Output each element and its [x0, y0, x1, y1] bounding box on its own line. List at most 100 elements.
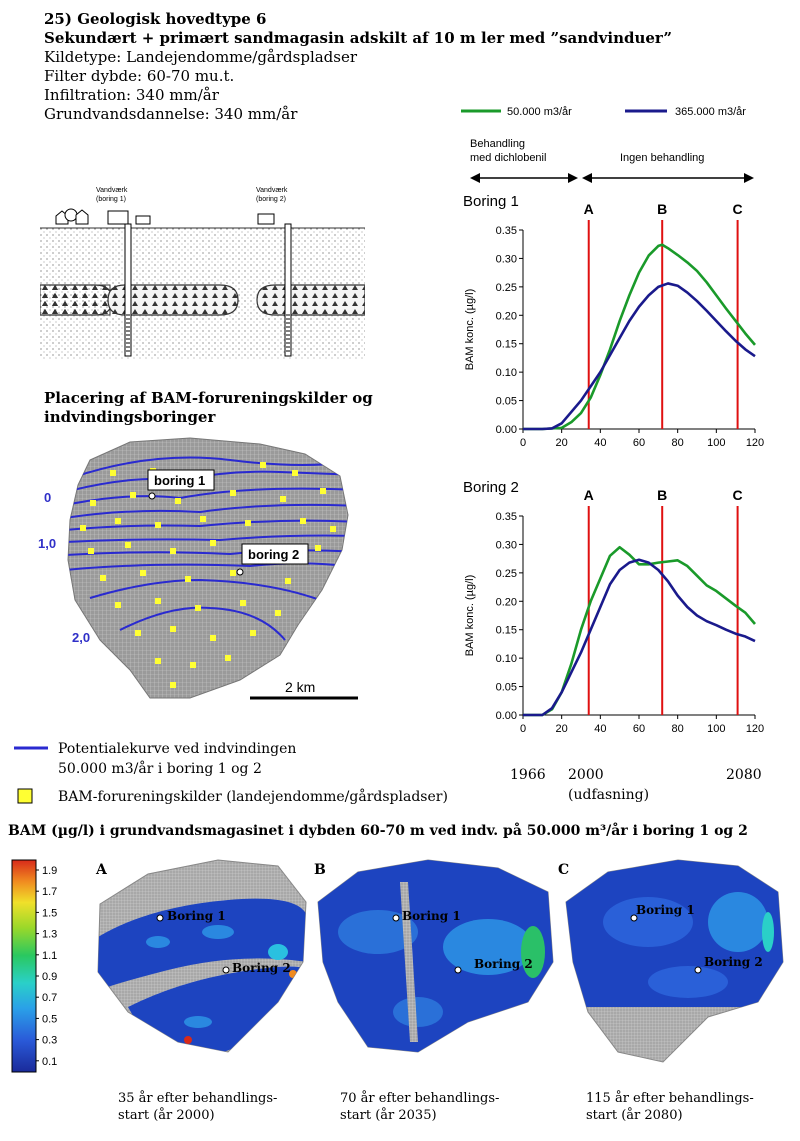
panel-c-boring2: Boring 2 [704, 955, 763, 969]
legend-square-label: BAM-forureningskilder (landejendomme/går… [58, 788, 448, 805]
timeline-1966: 1966 [510, 767, 546, 783]
series-line-1 [523, 282, 756, 431]
x-tick-label: 120 [746, 723, 764, 735]
legend-contour-label2: 50.000 m3/år i boring 1 og 2 [58, 760, 262, 777]
source-map: boring 1 boring 2 0 1,0 2,0 2 km [38, 437, 358, 700]
colorbar-label: 1.1 [42, 950, 57, 962]
y-tick-label: 0.00 [496, 710, 517, 722]
colorbar-label: 1.5 [42, 907, 57, 919]
recharge-line: Grundvandsdannelse: 340 mm/år [44, 105, 298, 123]
caption-a: 35 år efter behandlings- start (år 2000) [118, 1090, 277, 1124]
x-tick-label: 60 [633, 723, 645, 735]
caption-c-line1: 115 år efter behandlings- [586, 1091, 754, 1106]
well2-label-line1: Vandværk [256, 187, 288, 194]
colorbar-label: 0.1 [42, 1056, 57, 1068]
x-tick-label: 120 [746, 437, 764, 449]
x-tick-label: 20 [556, 437, 568, 449]
panel-a-boring1: Boring 1 [167, 909, 226, 923]
scale-label: 2 km [285, 679, 315, 695]
panel-b-boring1: Boring 1 [402, 909, 461, 923]
x-tick-label: 100 [707, 437, 725, 449]
panel-b-letter: B [314, 862, 326, 878]
colorbar-label: 1.9 [42, 865, 57, 877]
marker-label-b: B [657, 201, 667, 217]
legend-square [17, 788, 33, 804]
y-tick-label: 0.10 [496, 367, 517, 379]
legend-contour-label1: Potentialekurve ved indvindingen [58, 741, 296, 757]
marker-label-a: A [584, 201, 594, 217]
caption-c: 115 år efter behandlings- start (år 2080… [586, 1090, 754, 1124]
panel-c-boring1: Boring 1 [636, 903, 695, 917]
top-legend: 50.000 m3/år 365.000 m3/år [461, 106, 746, 118]
timeline-udfasning: (udfasning) [568, 787, 650, 803]
y-tick-label: 0.10 [496, 653, 517, 665]
y-tick-label: 0.25 [496, 282, 517, 294]
caption-b-line1: 70 år efter behandlings- [340, 1091, 500, 1106]
colorbar-label: 1.7 [42, 886, 57, 898]
map-heading-line1: Placering af BAM-forureningskilder og [44, 389, 373, 407]
x-tick-label: 80 [672, 723, 684, 735]
y-tick-label: 0.30 [496, 539, 517, 551]
y-axis-label: BAM konc. (µg/l) [464, 289, 476, 371]
timeline-2000: 2000 [568, 767, 604, 783]
y-tick-label: 0.05 [496, 682, 517, 694]
y-tick-label: 0.30 [496, 253, 517, 265]
y-tick-label: 0.25 [496, 568, 517, 580]
panel-a-letter: A [95, 862, 108, 878]
marker-label-c: C [733, 487, 743, 503]
y-tick-label: 0.20 [496, 596, 517, 608]
caption-b-line2: start (år 2035) [340, 1108, 437, 1123]
y-axis-label: BAM konc. (µg/l) [464, 575, 476, 657]
y-tick-label: 0.00 [496, 424, 517, 436]
well1-label-line1: Vandværk [96, 187, 128, 194]
y-tick-label: 0.15 [496, 339, 517, 351]
marker-label-a: A [584, 487, 594, 503]
marker-label-b: B [657, 487, 667, 503]
x-tick-label: 100 [707, 723, 725, 735]
colorbar-label: 0.9 [42, 971, 57, 983]
y-tick-label: 0.20 [496, 310, 517, 322]
caption-b: 70 år efter behandlings- start (år 2035) [340, 1090, 499, 1124]
treatment-left-line2: med dichlobenil [470, 152, 546, 164]
chart-boring-1: Boring 1 0.00 0.05 0.10 0.15 0.20 0.25 0.30 0.35… [463, 193, 764, 449]
panel-b-boring2: Boring 2 [474, 957, 533, 971]
map-boring2-label: boring 2 [248, 547, 299, 562]
panel-c-letter: C [558, 862, 569, 878]
bottom-heading: BAM (µg/l) i grundvandsmagasinet i dybde… [8, 823, 748, 839]
map-heading: Placering af BAM-forureningskilder og in… [44, 389, 373, 427]
colorbar-label: 1.3 [42, 929, 57, 941]
treatment-arrows: Behandling med dichlobenil Ingen behandl… [470, 138, 754, 183]
header-block: 25) Geologisk hovedtype 6 Sekundært + pr… [44, 10, 672, 124]
contour-label-1: 1,0 [38, 536, 56, 551]
contour-label-2: 2,0 [72, 630, 90, 645]
cross-section-diagram: Vandværk (boring 1) Vandværk (boring 2) [40, 187, 365, 360]
treatment-left-line1: Behandling [470, 138, 525, 150]
legend-blue-label: 365.000 m3/år [675, 106, 746, 118]
panel-a-boring2: Boring 2 [232, 961, 291, 975]
y-tick-label: 0.35 [496, 225, 517, 237]
map-legend: Potentialekurve ved indvindingen 50.000 … [14, 741, 448, 805]
well2-label-line2: (boring 2) [256, 196, 286, 203]
y-tick-label: 0.15 [496, 625, 517, 637]
caption-a-line1: 35 år efter behandlings- [118, 1091, 278, 1106]
map-heading-line2: indvindingsboringer [44, 408, 216, 426]
series-line-0 [523, 243, 756, 431]
x-tick-label: 40 [594, 723, 606, 735]
contour-label-0: 0 [44, 490, 51, 505]
x-tick-label: 40 [594, 437, 606, 449]
treatment-right-label: Ingen behandling [620, 152, 704, 164]
section-number-title: 25) Geologisk hovedtype 6 [44, 10, 267, 28]
concentration-panels: A Boring 1 Boring 2 B Boring 1 Boring 2 … [95, 859, 784, 1063]
chart-title: Boring 1 [463, 193, 519, 210]
concentration-colorbar: 1.9 1.7 1.5 1.3 1.1 0.9 0.7 0.5 0.3 0.1 [11, 859, 57, 1073]
colorbar-label: 0.5 [42, 1013, 57, 1025]
well1-label-line2: (boring 1) [96, 196, 126, 203]
filter-depth-line: Filter dybde: 60-70 mu.t. [44, 67, 235, 85]
infiltration-line: Infiltration: 340 mm/år [44, 86, 219, 104]
y-tick-label: 0.35 [496, 511, 517, 523]
x-tick-label: 60 [633, 437, 645, 449]
x-tick-label: 20 [556, 723, 568, 735]
marker-label-c: C [733, 201, 743, 217]
colorbar-label: 0.3 [42, 1035, 57, 1047]
colorbar-label: 0.7 [42, 992, 57, 1004]
